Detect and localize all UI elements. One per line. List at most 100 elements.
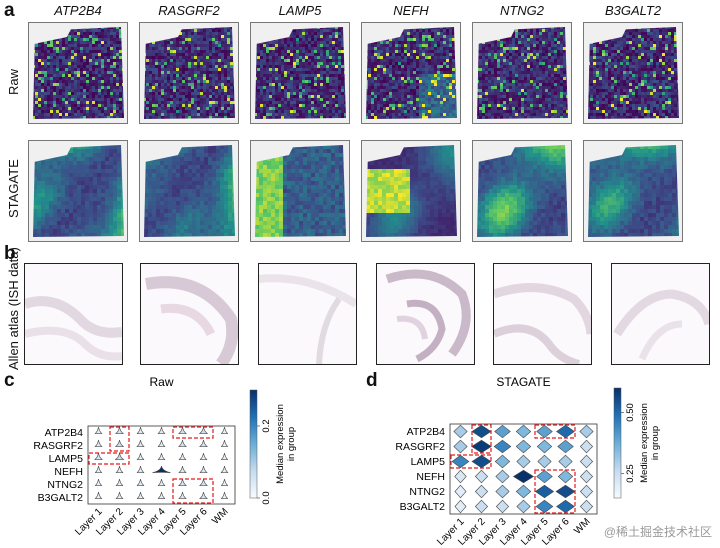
violin-mark	[557, 439, 574, 454]
ish-image	[493, 263, 592, 365]
violin-mark	[136, 426, 145, 434]
violin-mark	[178, 478, 187, 486]
violin-mark	[115, 465, 124, 473]
violin-mark	[115, 491, 124, 499]
panel-letter-a: a	[4, 0, 15, 21]
violin-mark	[515, 484, 532, 499]
violin-mark	[199, 439, 208, 447]
gene-label: B3GALT2	[38, 492, 83, 504]
violin-mark	[579, 499, 594, 514]
colorbar	[613, 387, 622, 499]
gene-label: LAMP5	[49, 453, 84, 465]
violin-mark	[454, 469, 467, 484]
stagate-expression-map	[361, 140, 461, 242]
violin-mark	[534, 484, 555, 499]
category-label: WM	[210, 506, 230, 526]
violin-mark	[157, 452, 166, 460]
gene-label: ATP2B4	[45, 427, 83, 439]
violin-mark	[220, 426, 229, 434]
violin-mark	[94, 426, 103, 434]
violin-mark	[512, 469, 535, 484]
violin-mark	[115, 439, 124, 447]
highlight-box	[172, 478, 214, 504]
raw-expression-map	[139, 22, 239, 124]
violin-mark	[579, 484, 594, 499]
stagate-expression-map	[139, 140, 239, 242]
violin-mark	[199, 452, 208, 460]
violin-mark	[557, 469, 574, 484]
violin-mark	[451, 454, 470, 469]
highlight-box	[534, 424, 576, 439]
ish-image	[376, 263, 475, 365]
highlight-box	[88, 452, 130, 465]
gene-label: RASGRF2	[395, 441, 445, 453]
violin-mark	[495, 484, 510, 499]
colorbar-tick: 0.25	[625, 464, 636, 483]
ish-image	[140, 263, 239, 365]
row-label-raw: Raw	[6, 68, 21, 95]
violin-mark	[471, 424, 492, 439]
stagate-expression-map	[472, 140, 572, 242]
watermark: @稀土掘金技术社区	[603, 525, 712, 539]
violin-mark	[537, 454, 552, 469]
gene-label: RASGRF2	[33, 440, 83, 452]
violin-mark	[516, 499, 531, 514]
gene-label: LAMP5	[411, 456, 446, 468]
violin-mark	[453, 439, 468, 454]
violin-mark	[94, 465, 103, 473]
violin-mark	[515, 439, 532, 454]
violin-mark	[94, 439, 103, 447]
colorbar-tick: 0.0	[261, 491, 272, 504]
gene-label: NEFH	[54, 466, 83, 478]
gene-header: ATP2B4	[54, 3, 102, 18]
violin-mark	[199, 426, 208, 434]
highlight-box	[109, 426, 130, 452]
violin-mark	[471, 454, 492, 469]
violin-mark	[199, 491, 208, 499]
violin-mark	[199, 478, 208, 486]
violin-mark	[555, 484, 576, 499]
violin-mark	[495, 469, 510, 484]
ish-image	[24, 263, 123, 365]
violin-mark	[157, 439, 166, 447]
violin-mark	[556, 499, 575, 514]
violin-mark	[454, 484, 467, 499]
violin-mark	[495, 499, 510, 514]
colorbar-label: Median expression	[275, 404, 286, 484]
chart-title: Raw	[149, 375, 173, 389]
violin-mark	[536, 424, 553, 439]
stagate-expression-map	[250, 140, 350, 242]
gene-header: NEFH	[393, 3, 429, 18]
violin-mark	[136, 478, 145, 486]
gene-header: NTNG2	[499, 3, 545, 18]
colorbar	[249, 389, 258, 499]
gene-label: NTNG2	[47, 479, 83, 491]
violin-mark	[178, 426, 187, 434]
highlight-box	[172, 426, 214, 439]
violin-mark	[516, 454, 531, 469]
gene-header: LAMP5	[278, 3, 322, 18]
violin-mark	[178, 452, 187, 460]
raw-expression-map	[583, 22, 683, 124]
violin-mark	[474, 484, 489, 499]
violin-mark	[220, 465, 229, 473]
violin-mark	[136, 439, 145, 447]
colorbar-label: Median expression	[639, 403, 650, 483]
violin-mark	[535, 499, 554, 514]
violin-mark	[199, 465, 208, 473]
gene-label: ATP2B4	[407, 426, 445, 438]
violin-mark	[579, 439, 594, 454]
violin-mark	[94, 491, 103, 499]
violin-mark	[178, 439, 187, 447]
violin-mark	[494, 454, 511, 469]
violin-mark	[220, 491, 229, 499]
violin-mark	[94, 452, 103, 460]
violin-mark	[115, 478, 124, 486]
stagate-expression-map	[28, 140, 128, 242]
violin-mark	[178, 465, 187, 473]
chart-title: STAGATE	[496, 375, 550, 389]
stagate-expression-map	[583, 140, 683, 242]
plot-frame	[449, 423, 598, 515]
colorbar-label: in group	[650, 426, 661, 460]
violin-mark	[493, 439, 512, 454]
